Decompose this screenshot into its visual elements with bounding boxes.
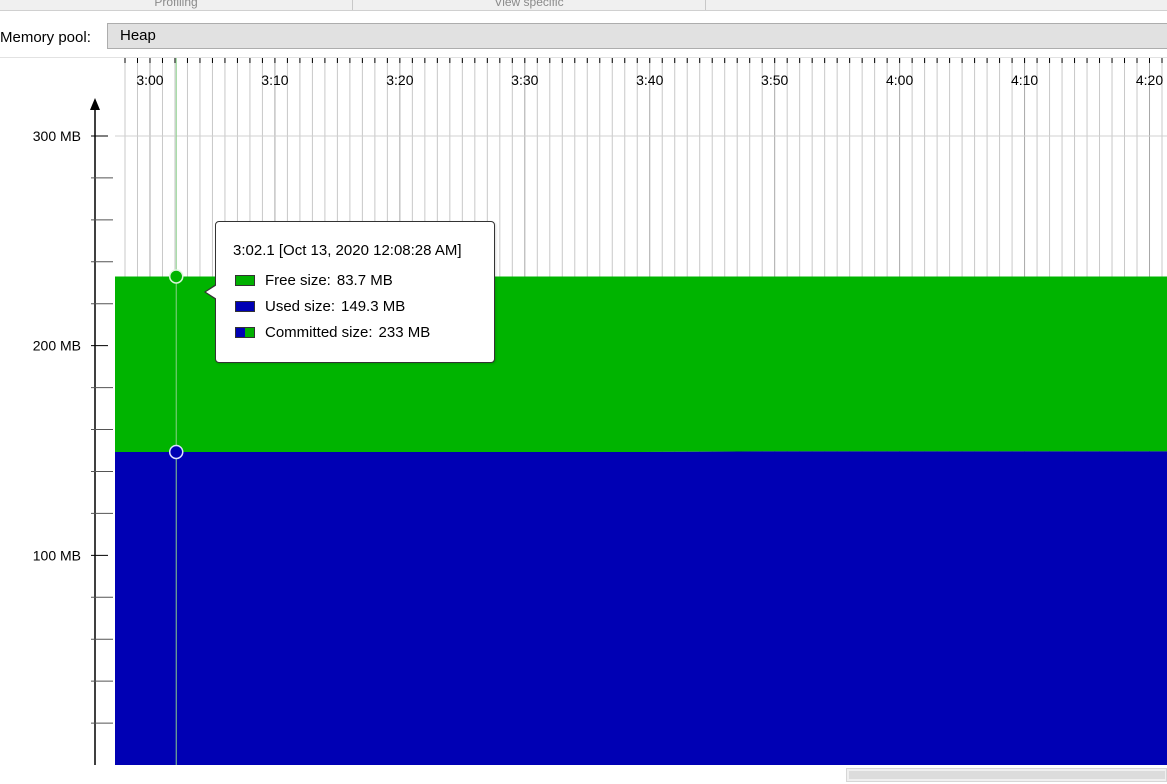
memory-pool-label: Memory pool:	[0, 29, 91, 46]
tooltip-free-label: Free size:	[265, 272, 331, 289]
x-tick-label: 4:00	[886, 72, 913, 88]
scrollbar-thumb[interactable]	[849, 771, 1165, 779]
tooltip-used-label: Used size:	[265, 298, 336, 315]
memory-pool-row: Memory pool: Heap	[0, 11, 1167, 58]
tab-separator	[705, 0, 706, 10]
used-swatch-icon	[235, 300, 255, 312]
x-tick-label: 3:20	[386, 72, 413, 88]
tooltip-row-committed: Committed size: 233 MB	[235, 324, 430, 342]
tooltip-row-used: Used size: 149.3 MB	[235, 298, 405, 316]
x-tick-label: 3:10	[261, 72, 288, 88]
used-size-area	[115, 451, 1167, 765]
tooltip-pointer-fill	[206, 285, 217, 299]
tooltip-free-value: 83.7 MB	[336, 272, 393, 289]
free-marker-icon	[168, 269, 184, 284]
tooltip-committed-label: Committed size:	[265, 324, 373, 341]
y-tick-label: 200 MB	[33, 338, 81, 354]
tooltip-used-value: 149.3 MB	[341, 298, 406, 315]
tab-view-specific[interactable]: View specific	[494, 0, 564, 9]
chart-labels: 100 MB 200 MB 300 MB 3:00 3:10 3:20 3:30 3:40 3:…	[33, 72, 1164, 563]
tooltip-committed-value: 233 MB	[378, 324, 431, 341]
memory-chart[interactable]: 100 MB 200 MB 300 MB 3:00 3:10 3:20 3:30 3:40 3:…	[0, 58, 1167, 766]
committed-swatch-icon	[235, 326, 255, 338]
x-tick-label: 4:10	[1011, 72, 1038, 88]
memory-pool-select[interactable]: Heap	[107, 23, 1167, 49]
chart-cursor	[168, 58, 184, 765]
tooltip-title: 3:02.1 [Oct 13, 2020 12:08:28 AM]	[233, 242, 462, 259]
x-tick-label: 3:40	[636, 72, 663, 88]
chart-axes	[90, 98, 113, 765]
y-tick-label: 300 MB	[33, 128, 81, 144]
y-tick-label: 100 MB	[33, 547, 81, 563]
free-swatch-icon	[235, 274, 255, 286]
tooltip-row-free: Free size: 83.7 MB	[235, 272, 393, 290]
x-tick-label: 3:00	[136, 72, 163, 88]
horizontal-scrollbar[interactable]	[846, 768, 1167, 782]
tab-separator	[352, 0, 353, 10]
x-tick-label: 3:50	[761, 72, 788, 88]
chart-tooltip: 3:02.1 [Oct 13, 2020 12:08:28 AM] Free s…	[204, 221, 495, 363]
used-marker-icon	[168, 444, 184, 460]
tab-profiling[interactable]: Profiling	[154, 0, 198, 9]
x-tick-label: 3:30	[511, 72, 538, 88]
x-tick-label: 4:20	[1136, 72, 1163, 88]
y-axis-arrow-icon	[90, 98, 100, 110]
top-tab-bar: Profiling View specific	[0, 0, 1167, 11]
